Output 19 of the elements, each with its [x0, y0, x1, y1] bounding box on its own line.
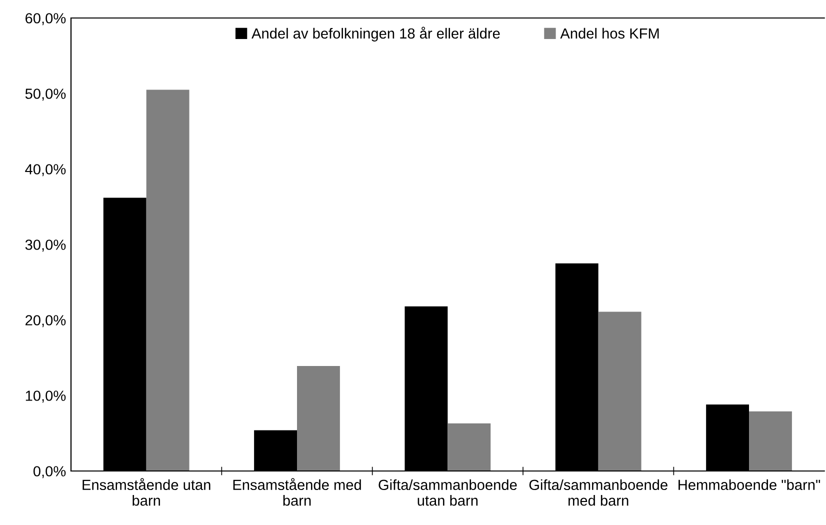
bar: [448, 423, 491, 471]
y-tick-label: 10,0%: [26, 390, 66, 403]
y-tick-label: 40,0%: [25, 164, 66, 176]
x-tick-label: Gifta/sammanboende utan barn: [378, 479, 517, 506]
bar: [598, 312, 642, 471]
bar: [146, 90, 190, 471]
y-tick-label: 30,0%: [25, 240, 66, 252]
x-tick-label: Ensamstående med barn: [233, 478, 361, 506]
legend-label: Andel hos KFM: [560, 28, 659, 39]
x-tick-label: Ensamstående utan barn: [82, 478, 210, 506]
y-tick-label: 0,0%: [33, 466, 66, 478]
y-tick-label: 50,0%: [25, 88, 66, 101]
bar: [749, 411, 792, 471]
bar: [297, 366, 340, 471]
x-tick-label: Hemmaboende "barn": [678, 479, 820, 490]
y-tick-label: 20,0%: [26, 315, 66, 328]
legend-label: Andel av befolkningen 18 år eller äldre: [252, 26, 500, 42]
y-tick-label: 60,0%: [26, 13, 66, 26]
x-tick-label: Gifta/sammanboende med barn: [529, 479, 668, 506]
